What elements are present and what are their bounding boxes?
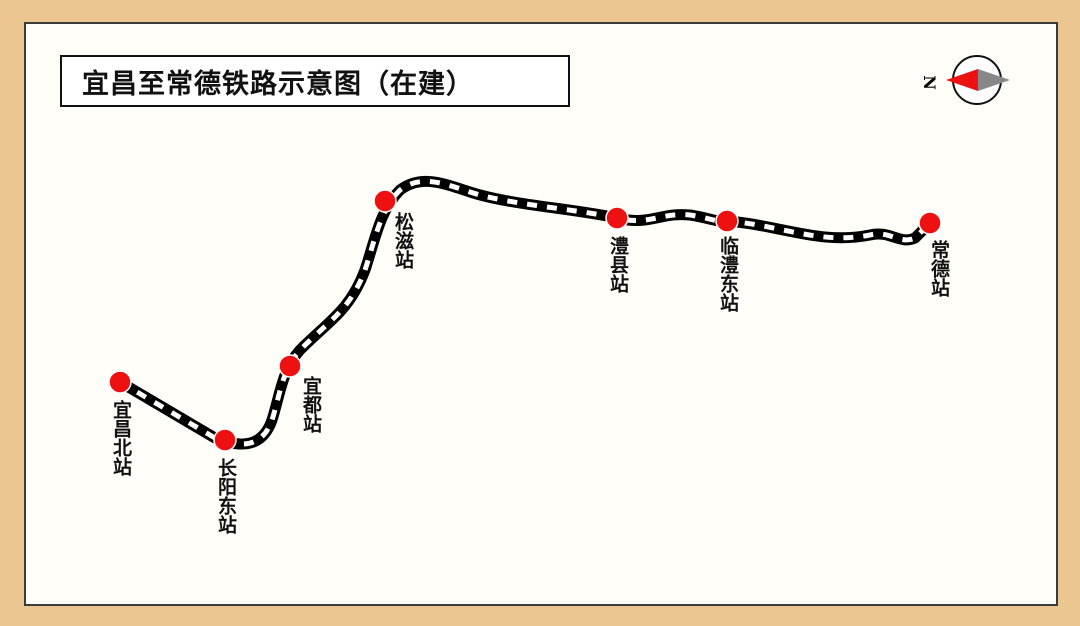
station-marker [213, 428, 237, 452]
map-title: 宜昌至常德铁路示意图（在建） [60, 55, 570, 107]
station-marker [108, 370, 132, 394]
station-marker [715, 209, 739, 233]
north-label: N [919, 75, 939, 90]
station-label-changyangdong: 长阳东站 [215, 458, 237, 534]
station-label-changde: 常德站 [928, 240, 950, 297]
station-label-songzi: 松滋站 [392, 212, 414, 269]
railway-track [117, 175, 934, 450]
title-text: 宜昌至常德铁路示意图（在建） [82, 68, 474, 100]
map-panel [24, 22, 1058, 606]
station-marker [278, 354, 302, 378]
station-label-lixian: 澧县站 [607, 236, 629, 293]
station-marker [373, 189, 397, 213]
station-label-yichangbei: 宜昌北站 [110, 400, 132, 476]
station-marker [605, 206, 629, 230]
compass-icon [946, 55, 1010, 105]
station-label-yidu: 宜都站 [300, 376, 322, 433]
station-label-lilidong: 临澧东站 [717, 236, 739, 312]
station-marker [918, 211, 942, 235]
